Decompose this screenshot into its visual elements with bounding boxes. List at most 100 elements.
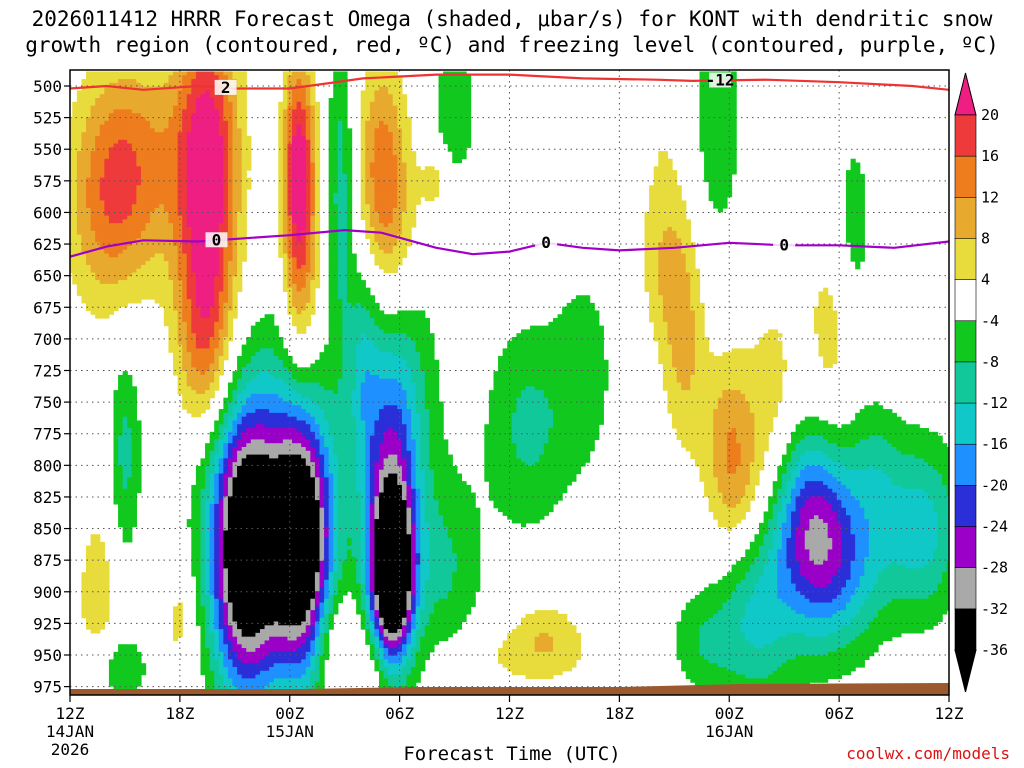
omega-cell <box>200 257 206 262</box>
omega-cell <box>278 632 284 638</box>
omega-cell <box>182 192 188 198</box>
omega-cell <box>99 177 105 183</box>
omega-cell <box>122 287 128 293</box>
omega-cell <box>76 90 83 95</box>
omega-cell <box>108 291 115 296</box>
omega-cell <box>273 538 279 543</box>
omega-cell <box>255 409 261 414</box>
omega-cell <box>237 143 243 148</box>
omega-cell <box>264 359 270 365</box>
omega-cell <box>200 405 206 410</box>
omega-cell <box>90 257 96 262</box>
omega-cell <box>195 594 202 600</box>
omega-cell <box>278 238 284 243</box>
omega-cell <box>227 177 234 183</box>
omega-cell <box>173 344 179 349</box>
omega-cell <box>113 245 119 251</box>
omega-cell <box>195 75 202 80</box>
omega-cell <box>273 515 279 520</box>
omega-cell <box>127 219 133 224</box>
omega-cell <box>195 602 202 607</box>
omega-cell <box>159 173 165 179</box>
omega-cell <box>177 253 183 258</box>
omega-cell <box>250 412 257 418</box>
omega-cell <box>278 557 284 562</box>
omega-cell <box>136 458 142 463</box>
omega-cell <box>205 583 211 588</box>
omega-cell <box>200 579 206 585</box>
omega-cell <box>99 132 105 137</box>
omega-cell <box>205 541 211 547</box>
omega-cell <box>140 105 147 110</box>
omega-cell <box>122 253 128 258</box>
omega-cell <box>264 663 270 668</box>
omega-cell <box>113 173 119 179</box>
omega-cell <box>86 139 92 145</box>
omega-cell <box>264 367 270 372</box>
omega-cell <box>127 526 133 532</box>
omega-cell <box>282 572 289 577</box>
omega-cell <box>113 261 119 266</box>
omega-cell <box>136 659 142 664</box>
omega-cell <box>150 189 156 194</box>
omega-cell <box>241 363 247 368</box>
omega-cell <box>227 196 234 202</box>
omega-cell <box>95 139 101 145</box>
omega-cell <box>255 667 261 672</box>
omega-cell <box>118 522 124 528</box>
omega-cell <box>118 166 124 171</box>
omega-cell <box>255 420 261 425</box>
omega-cell <box>209 253 215 258</box>
omega-cell <box>173 291 179 296</box>
omega-cell <box>259 511 266 516</box>
omega-cell <box>140 185 147 190</box>
omega-cell <box>200 75 206 80</box>
omega-cell <box>163 75 170 80</box>
omega-cell <box>150 90 156 95</box>
omega-cell <box>70 132 73 137</box>
omega-cell <box>81 192 87 198</box>
omega-cell <box>154 230 160 236</box>
omega-cell <box>191 75 197 80</box>
omega-cell <box>209 484 215 490</box>
omega-cell <box>154 120 160 126</box>
omega-cell <box>214 515 220 520</box>
omega-cell <box>278 124 284 129</box>
omega-cell <box>177 257 183 262</box>
omega-cell <box>259 412 266 418</box>
omega-cell <box>209 101 215 107</box>
omega-cell <box>278 644 284 649</box>
omega-cell <box>70 124 73 129</box>
omega-cell <box>195 329 202 334</box>
omega-cell <box>173 287 179 293</box>
omega-cell <box>205 594 211 600</box>
omega-cell <box>205 162 211 167</box>
omega-cell <box>104 587 110 592</box>
omega-cell <box>282 545 289 551</box>
omega-cell <box>209 640 215 645</box>
omega-cell <box>104 154 110 160</box>
omega-cell <box>205 261 211 266</box>
omega-cell <box>237 644 243 649</box>
omega-cell <box>273 477 279 482</box>
omega-cell <box>70 158 73 164</box>
omega-cell <box>86 257 92 262</box>
omega-cell <box>241 170 247 175</box>
omega-cell <box>223 268 229 274</box>
omega-cell <box>90 204 96 209</box>
omega-cell <box>86 238 92 243</box>
omega-cell <box>278 211 284 217</box>
omega-cell <box>237 412 243 418</box>
omega-cell <box>259 594 266 600</box>
omega-cell <box>250 465 257 471</box>
omega-cell <box>113 268 119 274</box>
omega-cell <box>264 412 270 418</box>
omega-cell <box>269 352 275 357</box>
omega-cell <box>195 390 202 395</box>
omega-cell <box>269 454 275 459</box>
omega-cell <box>264 393 270 399</box>
omega-cell <box>86 564 92 569</box>
omega-cell <box>232 75 238 80</box>
omega-cell <box>259 378 266 384</box>
omega-cell <box>177 105 183 110</box>
